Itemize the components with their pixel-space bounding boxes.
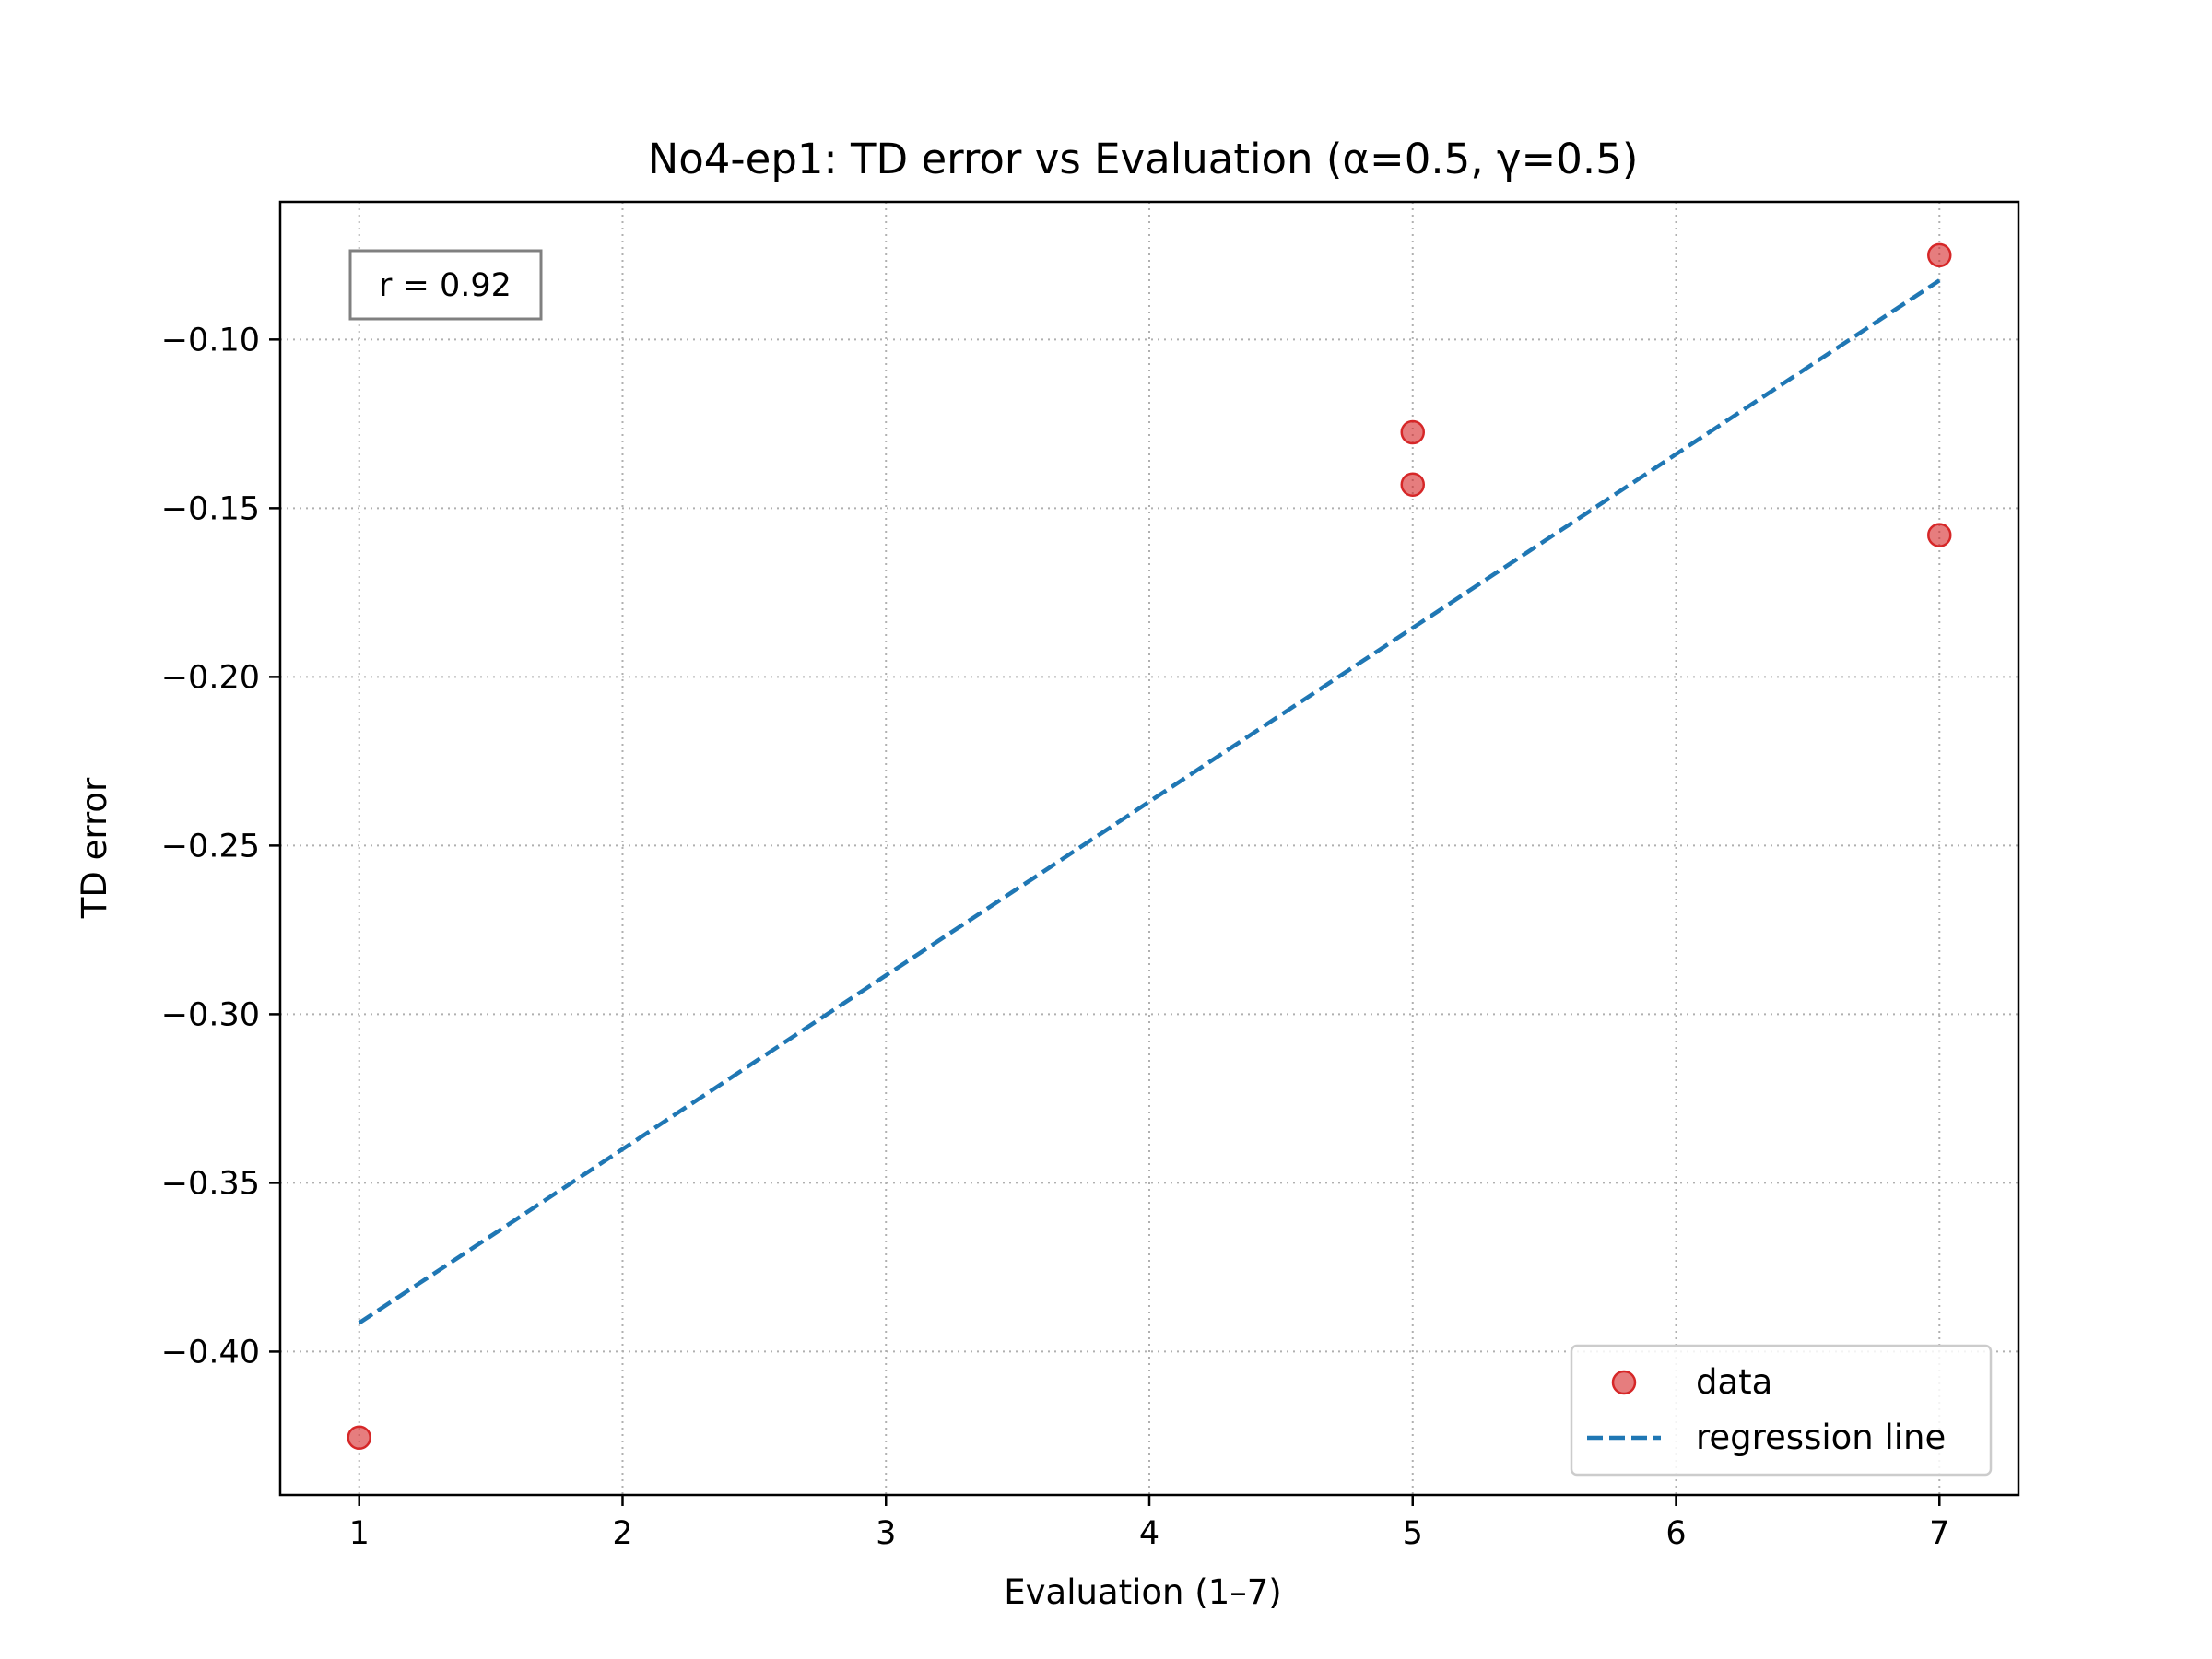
regression-series bbox=[358, 278, 1941, 1325]
correlation-annotation: r = 0.92 bbox=[348, 249, 543, 321]
annotation-box bbox=[348, 249, 543, 321]
y-axis-label: TD error bbox=[75, 777, 114, 919]
grid-lines bbox=[280, 202, 2018, 1495]
legend: data regression line bbox=[1570, 1344, 1993, 1477]
y-tick-label: −0.40 bbox=[161, 1334, 260, 1371]
regression-line bbox=[358, 278, 1941, 1325]
x-tick-label: 1 bbox=[349, 1515, 370, 1552]
data-point bbox=[1400, 472, 1426, 497]
data-point bbox=[347, 1425, 371, 1451]
x-axis-ticks: 1 2 3 4 5 6 7 bbox=[349, 1495, 1949, 1552]
y-tick-label: −0.15 bbox=[161, 490, 260, 527]
legend-box bbox=[1570, 1344, 1993, 1477]
y-tick-label: −0.25 bbox=[161, 828, 260, 865]
legend-data-marker bbox=[1611, 1370, 1637, 1395]
x-axis-label: Evaluation (1–7) bbox=[1004, 1572, 1281, 1612]
x-tick-label: 3 bbox=[876, 1515, 896, 1552]
chart-title: No4-ep1: TD error vs Evaluation (α=0.5, … bbox=[648, 135, 1639, 183]
y-tick-label: −0.10 bbox=[161, 322, 260, 359]
y-tick-label: −0.20 bbox=[161, 659, 260, 696]
data-point bbox=[1927, 242, 1952, 268]
y-tick-label: −0.30 bbox=[161, 996, 260, 1033]
data-point bbox=[1400, 419, 1426, 445]
x-tick-label: 7 bbox=[1929, 1515, 1949, 1552]
legend-regression-label: regression line bbox=[1696, 1418, 1946, 1457]
legend-data-label: data bbox=[1696, 1362, 1772, 1402]
annotation-text: r = 0.92 bbox=[379, 267, 512, 304]
y-axis-ticks: −0.40 −0.35 −0.30 −0.25 −0.20 −0.15 −0.10 bbox=[161, 322, 280, 1371]
x-tick-label: 4 bbox=[1139, 1515, 1159, 1552]
data-series bbox=[347, 242, 1952, 1451]
x-tick-label: 5 bbox=[1403, 1515, 1423, 1552]
x-tick-label: 6 bbox=[1665, 1515, 1686, 1552]
data-point bbox=[1927, 523, 1952, 547]
x-tick-label: 2 bbox=[612, 1515, 632, 1552]
y-tick-label: −0.35 bbox=[161, 1165, 260, 1202]
